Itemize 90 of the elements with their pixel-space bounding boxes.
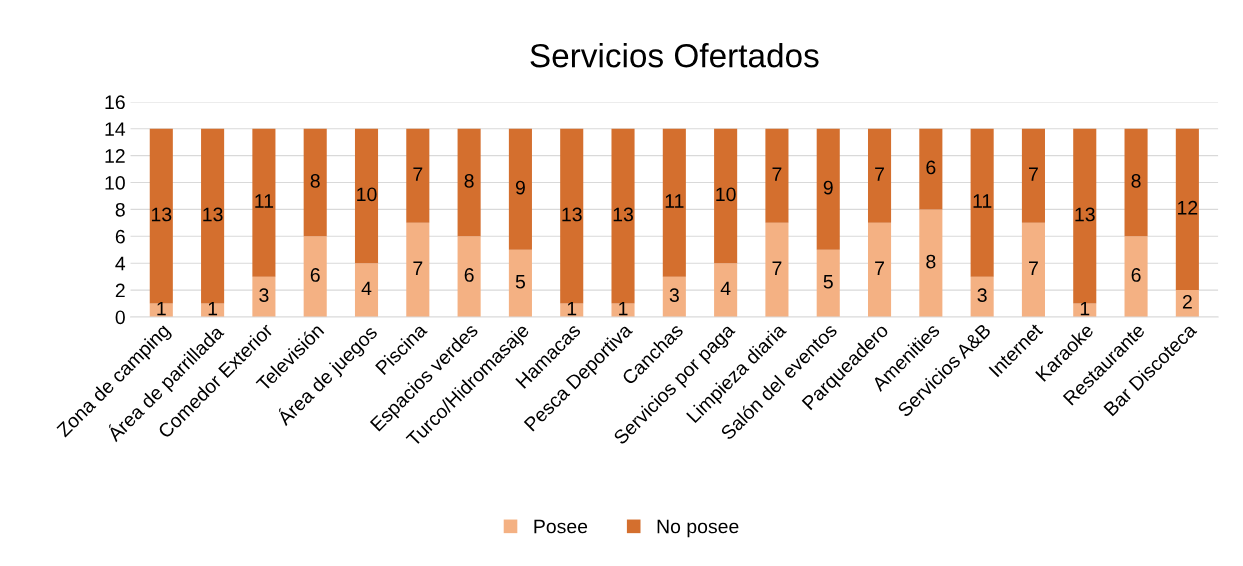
data-label: 7 [1029,261,1038,275]
data-label: 12 [1178,200,1198,215]
bar [1175,128,1199,291]
data-label: 7 [772,261,782,275]
bar [714,128,738,264]
bar [611,128,635,304]
data-label: 11 [973,194,992,208]
data-label: 3 [259,288,269,303]
bar [457,236,481,317]
data-label: 8 [464,173,474,188]
bar [354,263,379,317]
bar [816,128,840,250]
bar [714,263,738,317]
bar [354,128,379,264]
data-label: 13 [613,207,633,222]
data-label: 9 [823,180,833,195]
bar [406,128,430,223]
bar [303,236,327,317]
data-label: 5 [823,275,833,289]
data-label: 10 [357,187,377,202]
y-tick-label: 2 [115,283,125,298]
data-label: 7 [1029,167,1038,181]
legend-label: No posee [657,519,739,538]
data-label: 3 [977,288,987,303]
data-label: 7 [413,167,423,181]
bar [252,276,276,317]
data-label: 8 [1131,173,1141,188]
data-label: 10 [716,187,736,202]
data-label: 1 [1080,301,1090,316]
y-tick-label: 10 [105,176,125,190]
bar [303,128,327,237]
bar [508,128,532,250]
y-tick-label: 6 [115,229,125,244]
bar [765,222,789,317]
data-label: 7 [875,167,884,181]
data-label: 13 [1075,207,1095,222]
data-label: 2 [1182,294,1192,309]
data-label: 13 [151,207,172,222]
data-label: 13 [562,207,582,222]
data-label: 9 [515,180,525,195]
bar [868,222,892,317]
y-tick-label: 16 [105,95,125,110]
data-label: 4 [720,281,731,296]
bar [1073,128,1097,304]
y-tick-label: 12 [105,149,125,163]
bar [508,249,532,317]
data-label: 5 [515,275,526,289]
data-label: 1 [157,301,166,316]
data-label: 6 [926,160,936,175]
bar [919,209,943,317]
bar [765,128,789,223]
bar [201,128,225,304]
bar [149,128,173,304]
legend-label: Posee [534,519,588,534]
bar [662,276,686,317]
bar [970,128,994,277]
bar [868,128,892,223]
y-tick-label: 14 [105,122,126,136]
y-tick-label: 0 [115,310,125,325]
data-label: 11 [255,194,274,208]
data-label: 6 [310,268,320,282]
bar [1124,236,1148,317]
data-label: 8 [926,254,936,269]
y-tick-label: 4 [115,256,126,271]
data-label: 7 [772,167,782,181]
data-label: 7 [413,261,423,275]
bar [560,128,584,304]
data-label: 1 [619,301,628,316]
bar [457,128,481,237]
chart-title: Servicios Ofertados [530,43,819,68]
data-label: 1 [567,301,577,316]
bar [919,128,943,210]
bar [1021,128,1045,223]
data-label: 6 [1131,268,1141,282]
data-label: 3 [669,288,679,303]
bar [1124,128,1148,237]
y-tick-label: 8 [115,202,125,217]
bar [662,128,686,277]
bar [970,276,994,317]
data-label: 13 [203,207,223,222]
bar [406,222,430,317]
data-label: 6 [464,268,474,282]
data-label: 8 [310,173,320,188]
bar [816,249,840,317]
data-label: 4 [361,281,372,296]
bar [252,128,276,277]
data-label: 1 [208,301,218,316]
data-label: 11 [665,194,684,208]
bar [1021,222,1045,317]
data-label: 7 [875,261,884,275]
